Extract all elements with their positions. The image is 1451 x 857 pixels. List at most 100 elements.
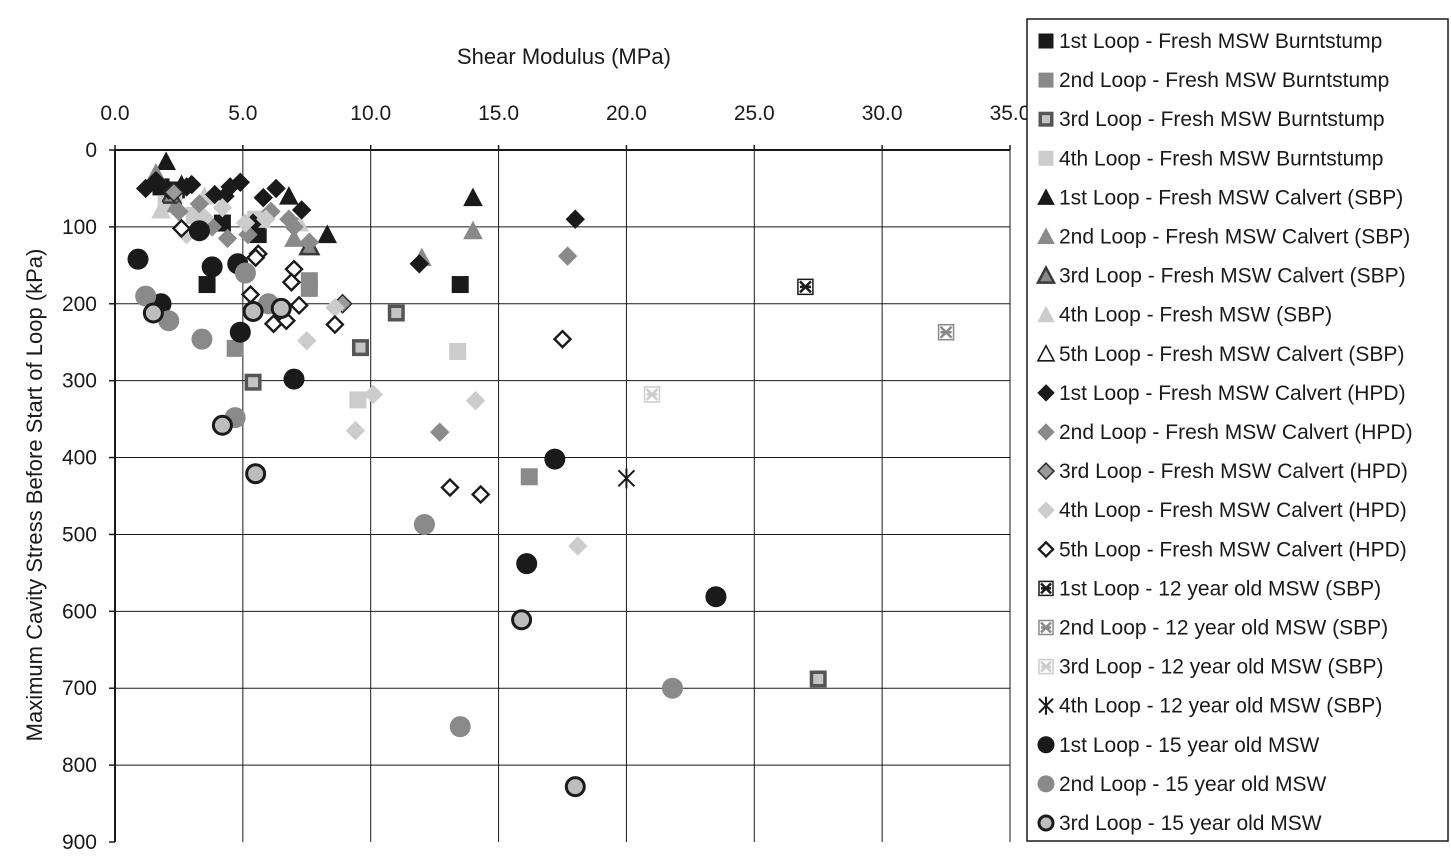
data-point <box>299 232 320 252</box>
data-point <box>661 677 683 699</box>
data-point <box>127 248 149 270</box>
data-point <box>171 218 192 239</box>
data-point <box>565 209 585 229</box>
data-point <box>146 171 166 191</box>
data-point <box>284 228 304 247</box>
data-point <box>809 670 827 688</box>
legend-item: 5th Loop - Fresh MSW Calvert (SBP) <box>1036 343 1404 366</box>
data-point <box>643 386 661 403</box>
data-point <box>557 246 578 266</box>
data-point <box>217 228 238 249</box>
legend-item: 3rd Loop - 15 year old MSW <box>1037 812 1322 835</box>
data-point <box>449 716 471 738</box>
legend-label: 5th Loop - Fresh MSW Calvert (SBP) <box>1059 343 1404 366</box>
data-point <box>240 284 261 305</box>
series-points-10 <box>135 171 585 274</box>
legend-marker <box>1037 814 1055 832</box>
x-tick-label: 25.0 <box>734 102 775 125</box>
legend-marker <box>1038 658 1054 675</box>
legend-label: 1st Loop - Fresh MSW Calvert (HPD) <box>1059 382 1406 405</box>
axes <box>109 145 1011 843</box>
data-point <box>189 194 210 214</box>
series-points-18 <box>617 468 636 489</box>
legend-item: 3rd Loop - Fresh MSW Calvert (HPD) <box>1036 460 1408 483</box>
legend-marker <box>1037 227 1055 244</box>
data-point <box>289 295 309 316</box>
legend-label: 4th Loop - 12 year old MSW (SBP) <box>1059 695 1382 718</box>
data-point <box>345 420 366 441</box>
legend-marker <box>1038 696 1054 715</box>
data-point <box>797 278 814 296</box>
y-tick-label: 0 <box>85 139 97 162</box>
legend-item: 4th Loop - Fresh MSW Burntstump <box>1038 147 1383 170</box>
legend-item: 3rd Loop - 12 year old MSW (SBP) <box>1038 656 1383 679</box>
data-point <box>300 279 318 297</box>
legend-marker <box>1037 775 1055 793</box>
y-axis-title: Maximum Cavity Stress Before Start of Lo… <box>22 249 47 742</box>
data-point <box>463 187 483 207</box>
data-point <box>182 174 202 195</box>
legend-marker <box>1037 501 1055 519</box>
legend-label: 1st Loop - Fresh MSW Calvert (SBP) <box>1059 186 1403 209</box>
legend-item: 2nd Loop - Fresh MSW Burntstump <box>1038 69 1389 92</box>
data-point <box>279 186 299 205</box>
data-point <box>297 330 317 351</box>
data-point <box>234 262 256 284</box>
y-tick-label: 800 <box>62 754 97 777</box>
x-tick-label: 35.0 <box>990 102 1031 125</box>
data-point <box>191 328 213 350</box>
legend-item: 2nd Loop - Fresh MSW Calvert (SBP) <box>1037 226 1410 249</box>
data-point <box>229 321 251 343</box>
legend-marker <box>1036 344 1056 362</box>
data-point <box>151 199 171 219</box>
series-points-17 <box>643 386 661 403</box>
data-point <box>440 477 460 498</box>
legend-label: 3rd Loop - Fresh MSW Calvert (SBP) <box>1059 265 1406 288</box>
legend-item: 2nd Loop - Fresh MSW Calvert (HPD) <box>1037 421 1413 444</box>
data-point <box>256 209 276 229</box>
legend-item: 4th Loop - Fresh MSW Calvert (HPD) <box>1037 499 1407 522</box>
data-point <box>163 182 184 203</box>
data-point <box>291 200 312 220</box>
data-point <box>270 297 292 319</box>
grid-lines <box>115 150 1011 842</box>
legend-label: 2nd Loop - Fresh MSW Burntstump <box>1059 69 1389 92</box>
legend-item: 1st Loop - 12 year old MSW (SBP) <box>1038 577 1381 600</box>
data-point <box>245 463 267 485</box>
data-point <box>201 256 223 278</box>
series-points-20 <box>135 262 683 738</box>
legend-marker <box>1037 384 1055 402</box>
legend-marker <box>1038 580 1054 597</box>
series-points-14 <box>171 218 573 505</box>
series-points-13 <box>176 197 588 556</box>
y-tick-label: 500 <box>62 523 97 546</box>
legend-marker <box>1038 150 1054 166</box>
legend-item: 3rd Loop - Fresh MSW Calvert (SBP) <box>1035 265 1406 288</box>
legend-item: 4th Loop - Fresh MSW (SBP) <box>1037 304 1332 327</box>
series-points-21 <box>142 297 586 798</box>
data-point <box>266 178 286 199</box>
series-points-19 <box>127 220 727 608</box>
data-point <box>520 468 538 486</box>
data-point <box>349 391 367 409</box>
data-points <box>127 151 955 798</box>
legend-label: 4th Loop - Fresh MSW Burntstump <box>1059 147 1383 170</box>
legend-item: 2nd Loop - 12 year old MSW (SBP) <box>1038 617 1388 640</box>
data-point <box>409 254 430 274</box>
data-point <box>198 276 216 294</box>
data-point <box>705 586 727 608</box>
y-tick-label: 600 <box>62 600 97 623</box>
legend-label: 1st Loop - Fresh MSW Burntstump <box>1059 30 1382 53</box>
data-point <box>169 201 189 222</box>
legend-marker <box>1037 188 1055 205</box>
y-tick-label: 100 <box>62 216 97 239</box>
data-point <box>242 300 264 322</box>
legend-label: 5th Loop - Fresh MSW Calvert (HPD) <box>1059 538 1407 561</box>
legend-item: 2nd Loop - 15 year old MSW <box>1037 773 1326 796</box>
data-point <box>226 339 244 357</box>
x-tick-label: 15.0 <box>478 102 519 125</box>
x-tick-label: 30.0 <box>862 102 903 125</box>
data-point <box>430 422 450 442</box>
legend-item: 4th Loop - 12 year old MSW (SBP) <box>1038 695 1382 718</box>
data-point <box>325 314 345 335</box>
